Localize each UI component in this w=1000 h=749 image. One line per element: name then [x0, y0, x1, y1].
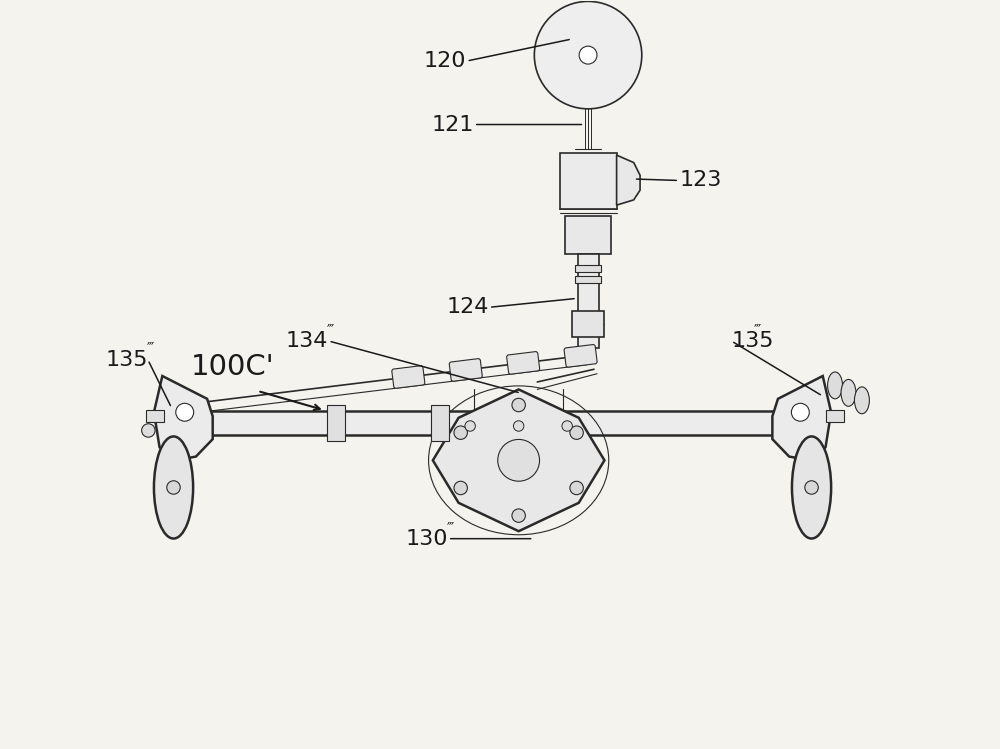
- Ellipse shape: [792, 437, 831, 539]
- FancyBboxPatch shape: [392, 366, 425, 388]
- Ellipse shape: [841, 380, 856, 406]
- Ellipse shape: [798, 464, 827, 522]
- Circle shape: [512, 509, 525, 522]
- Text: ‴: ‴: [446, 520, 454, 534]
- Circle shape: [570, 482, 583, 494]
- Circle shape: [791, 403, 809, 421]
- Circle shape: [465, 421, 475, 431]
- Circle shape: [534, 1, 642, 109]
- Text: 135: 135: [731, 331, 774, 351]
- Bar: [575, 265, 601, 273]
- Bar: [826, 410, 844, 422]
- Circle shape: [562, 421, 572, 431]
- Text: 135: 135: [105, 350, 148, 369]
- Circle shape: [512, 398, 525, 412]
- Circle shape: [805, 481, 818, 494]
- FancyBboxPatch shape: [507, 351, 540, 374]
- Bar: [327, 405, 345, 441]
- Ellipse shape: [828, 372, 843, 398]
- Ellipse shape: [154, 437, 193, 539]
- Text: ‴: ‴: [146, 341, 154, 354]
- FancyBboxPatch shape: [449, 359, 482, 381]
- Polygon shape: [451, 389, 586, 439]
- Bar: [146, 410, 164, 422]
- Text: ‴: ‴: [327, 322, 334, 336]
- Circle shape: [570, 426, 583, 440]
- Bar: [565, 216, 611, 254]
- Bar: [560, 153, 617, 209]
- Text: 123: 123: [679, 171, 721, 190]
- Bar: [205, 411, 784, 435]
- Circle shape: [167, 481, 180, 494]
- FancyBboxPatch shape: [564, 345, 597, 367]
- Ellipse shape: [158, 464, 187, 522]
- Ellipse shape: [854, 387, 869, 413]
- Text: 100C': 100C': [190, 353, 274, 381]
- Circle shape: [176, 403, 194, 421]
- Polygon shape: [154, 376, 213, 461]
- Circle shape: [454, 482, 467, 494]
- Circle shape: [142, 424, 155, 437]
- Polygon shape: [617, 155, 640, 205]
- Circle shape: [513, 421, 524, 431]
- Bar: [575, 276, 601, 283]
- Text: 121: 121: [432, 115, 474, 135]
- Text: ‴: ‴: [754, 322, 761, 336]
- Bar: [578, 254, 599, 348]
- Text: 120: 120: [424, 51, 466, 71]
- Polygon shape: [433, 389, 604, 531]
- Circle shape: [498, 440, 540, 481]
- Circle shape: [579, 46, 597, 64]
- Text: 134: 134: [286, 331, 328, 351]
- Text: 124: 124: [446, 297, 489, 318]
- Bar: [431, 405, 449, 441]
- Polygon shape: [772, 376, 831, 461]
- Text: 130: 130: [405, 529, 448, 549]
- Bar: [572, 311, 604, 337]
- Circle shape: [454, 426, 467, 440]
